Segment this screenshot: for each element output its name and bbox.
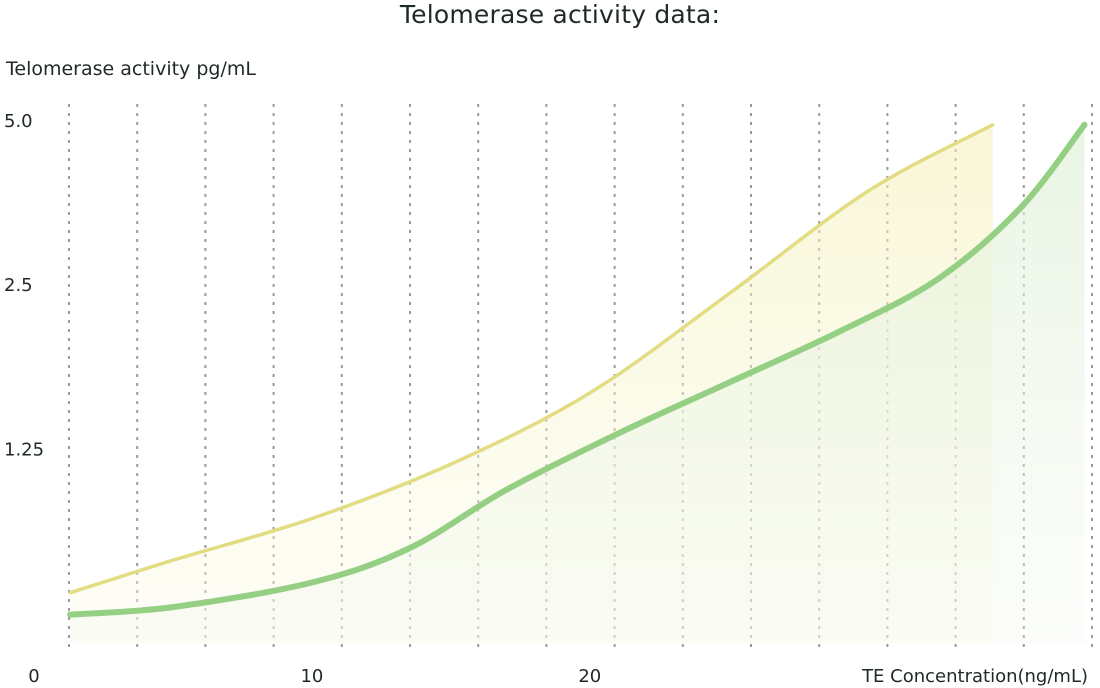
x-tick-label: 20 [578,666,601,687]
x-axis-label: TE Concentration(ng/mL) [861,666,1088,687]
y-tick-label: 5.0 [4,111,33,132]
x-tick-label: 10 [300,666,323,687]
y-axis-label: Telomerase activity pg/mL [6,58,256,80]
chart-title: Telomerase activity data: [399,0,721,29]
y-tick-label: 2.5 [4,275,33,296]
series-1-line [68,123,995,595]
series-2-line [67,121,1088,618]
series-2-area [70,124,1085,643]
x-tick-label: 0 [28,666,39,687]
y-tick-label: 1.25 [4,439,44,460]
